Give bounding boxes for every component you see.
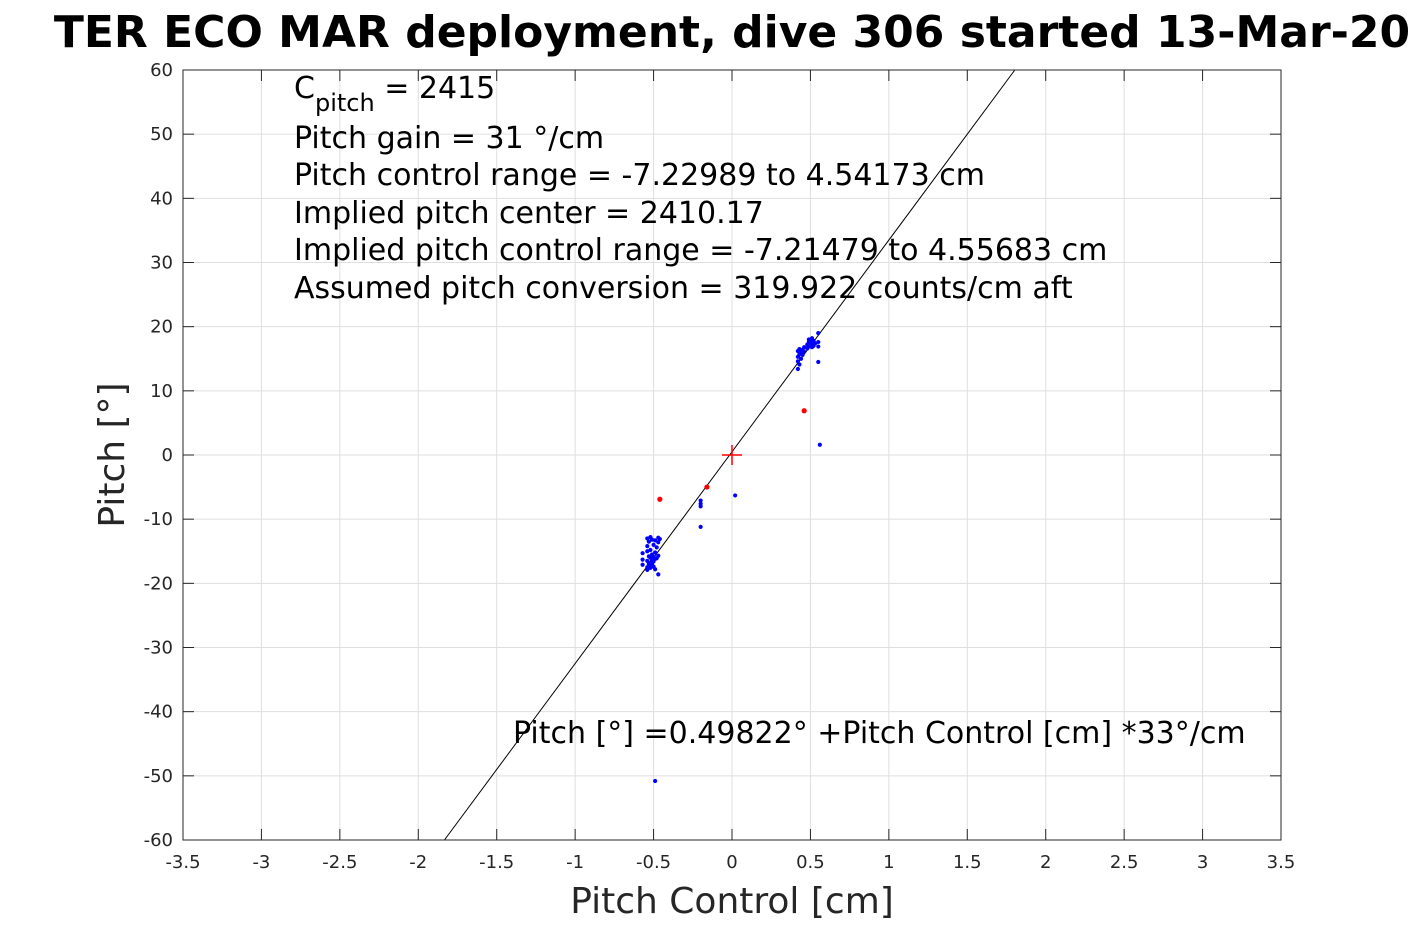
- annotation-line-5: Assumed pitch conversion = 319.922 count…: [294, 271, 1073, 306]
- y-tick-label: 20: [150, 317, 173, 338]
- data-point: [817, 442, 822, 447]
- y-tick-label: 30: [150, 253, 173, 274]
- y-tick-label: 60: [150, 60, 173, 81]
- data-point: [816, 359, 821, 365]
- data-point: [800, 352, 805, 357]
- data-point: [648, 547, 653, 553]
- data-point: [653, 778, 658, 784]
- data-point: [653, 567, 658, 572]
- data-point: [813, 341, 818, 346]
- data-point: [698, 524, 703, 529]
- y-tick-label: -50: [144, 766, 173, 787]
- data-point: [653, 550, 658, 555]
- data-points: [640, 330, 822, 784]
- center-marker: [722, 445, 742, 465]
- data-point: [816, 330, 821, 336]
- x-tick-label: 3: [1197, 852, 1208, 873]
- data-point: [704, 484, 710, 490]
- data-point: [640, 557, 645, 562]
- c-pitch-prefix: C: [294, 71, 315, 106]
- data-point: [698, 498, 703, 503]
- data-point: [797, 362, 802, 367]
- x-tick-label: -2: [409, 852, 427, 873]
- data-point: [656, 540, 661, 545]
- data-point: [654, 545, 659, 550]
- data-point: [651, 542, 656, 547]
- c-pitch-value: = 2415: [375, 71, 496, 106]
- x-tick-labels: -3.5 -3 -2.5 -2 -1.5 -1 -0.5 0 0.5 1 1.5 2 2.5 3 3.5: [165, 852, 1295, 873]
- data-point: [798, 356, 804, 361]
- data-point: [640, 562, 645, 567]
- data-point: [733, 493, 738, 498]
- data-point: [645, 567, 650, 572]
- data-point: [657, 496, 663, 502]
- y-tick-label: -10: [144, 509, 173, 530]
- y-tick-label: 40: [150, 188, 173, 209]
- y-tick-labels: 60 50 40 30 20 10 0 -10 -20 -30 -40 -50 -60: [144, 60, 173, 851]
- y-tick-label: -20: [144, 573, 173, 594]
- y-tick-label: 0: [162, 445, 173, 466]
- x-tick-label: 2: [1040, 852, 1051, 873]
- data-point: [645, 544, 650, 549]
- data-point: [698, 504, 703, 509]
- x-tick-label: -2.5: [322, 852, 357, 873]
- data-point: [656, 572, 661, 577]
- data-point: [816, 339, 821, 345]
- y-tick-label: 50: [150, 124, 173, 145]
- x-tick-label: -3.5: [165, 852, 200, 873]
- annotation-line-3: Implied pitch center = 2410.17: [294, 196, 764, 231]
- data-point: [645, 536, 650, 541]
- annotation-line-1: Pitch gain = 31 °/cm: [294, 121, 604, 156]
- data-point: [657, 536, 662, 542]
- data-point: [801, 408, 807, 414]
- y-axis-label: Pitch [°]: [92, 382, 133, 527]
- x-tick-label: 3.5: [1267, 852, 1296, 873]
- ticks: [182, 69, 1282, 841]
- annotation-line-2: Pitch control range = -7.22989 to 4.5417…: [294, 158, 985, 193]
- x-tick-label: 0: [726, 852, 737, 873]
- y-tick-label: -40: [144, 702, 173, 723]
- c-pitch-subscript: pitch: [315, 89, 375, 117]
- data-point: [656, 553, 661, 558]
- data-point: [640, 551, 645, 556]
- data-point: [653, 538, 658, 543]
- x-tick-label: 1: [883, 852, 894, 873]
- data-point: [802, 345, 807, 350]
- c-pitch-annotation: Cpitch = 2415: [294, 71, 495, 117]
- annotation-line-4: Implied pitch control range = -7.21479 t…: [294, 233, 1107, 268]
- x-tick-label: 0.5: [796, 852, 825, 873]
- data-point: [646, 539, 651, 544]
- x-tick-label: -3: [252, 852, 270, 873]
- x-tick-label: 1.5: [953, 852, 982, 873]
- data-point: [649, 537, 655, 542]
- chart-title: TER ECO MAR deployment, dive 306 started…: [54, 7, 1410, 58]
- data-point: [795, 359, 800, 364]
- y-tick-label: -60: [144, 830, 173, 851]
- fit-equation-label: Pitch [°] =0.49822° +Pitch Control [cm] …: [513, 716, 1246, 751]
- data-point: [645, 549, 650, 554]
- data-point: [816, 344, 821, 349]
- x-tick-label: -1.5: [479, 852, 514, 873]
- x-tick-label: -1: [566, 852, 584, 873]
- y-tick-label: 10: [150, 381, 173, 402]
- data-point: [795, 366, 800, 372]
- x-tick-label: 2.5: [1110, 852, 1139, 873]
- data-point: [802, 349, 807, 354]
- data-point: [648, 565, 653, 571]
- x-axis-label: Pitch Control [cm]: [570, 881, 894, 922]
- x-tick-label: -0.5: [636, 852, 671, 873]
- data-point: [797, 347, 802, 352]
- y-tick-label: -30: [144, 638, 173, 659]
